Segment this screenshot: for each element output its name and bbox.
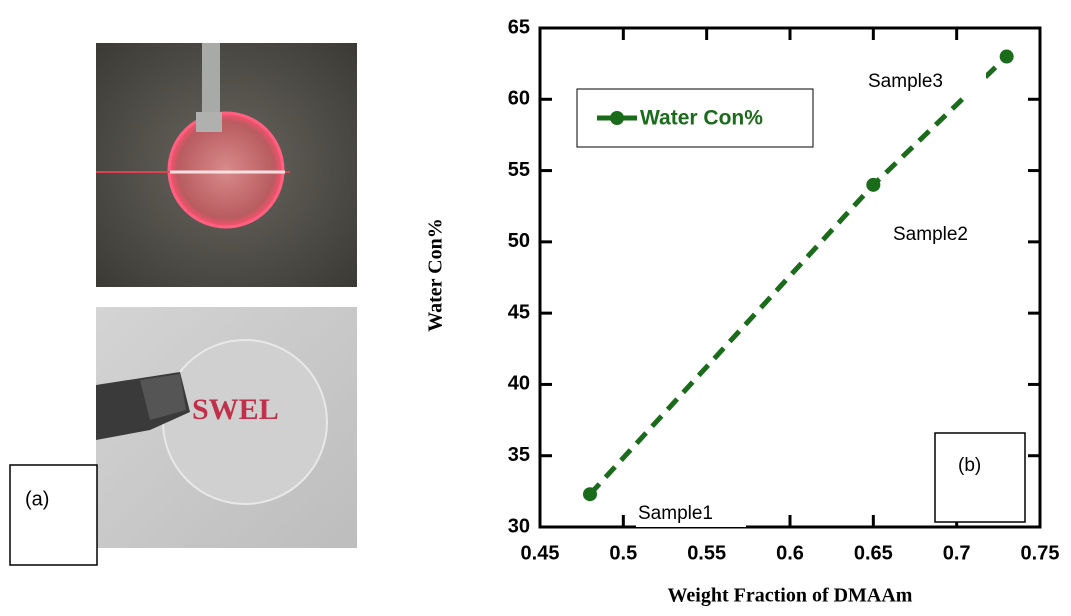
y-tick-label: 30 [508,515,530,537]
annotation: Sample3 [868,71,943,92]
legend-marker [610,111,624,125]
annotation: (b) [958,455,981,476]
photo-top [96,43,357,287]
data-point [866,178,880,192]
y-tick-label: 65 [508,16,530,38]
y-tick-label: 45 [508,301,530,323]
y-tick-label: 50 [508,230,530,252]
annotation: Sample2 [893,224,968,245]
x-tick-label: 0.6 [776,542,804,564]
photo-text: SWEL [192,393,279,426]
x-tick-label: 0.55 [687,542,726,564]
annotation: Sample1 [638,503,713,524]
panel-label: (a) [25,488,49,510]
x-tick-label: 0.7 [943,542,971,564]
data-point [583,487,597,501]
chart: 30 35 40 45 50 55 60 65 0.45 0.5 0.55 0.6 0.65 0.7 0.7… [508,16,1060,564]
x-tick-label: 0.65 [854,542,893,564]
photo-bottom: SWEL [96,307,357,548]
x-tick-label: 0.5 [609,542,637,564]
x-tick-label: 0.45 [521,542,560,564]
y-tick-label: 35 [508,444,530,466]
y-tick-label: 60 [508,88,530,110]
y-tick-label: 55 [508,159,530,181]
y-tick-label: 40 [508,373,530,395]
annotation-bg [935,433,1025,522]
label-box [10,465,97,565]
page: {"panel_a": {"label": "(a)", "photo_text… [0,0,1071,611]
x-tick-label: 0.75 [1021,542,1060,564]
legend-label: Water Con% [640,107,763,130]
data-point [1000,50,1014,64]
y-axis-label: Water Con% [425,218,447,332]
figure: SWEL (a) 30 35 40 45 50 55 60 65 0.45 0.5 0.55 0.6 0… [0,0,1071,611]
x-axis-label: Weight Fraction of DMAAm [668,585,913,607]
